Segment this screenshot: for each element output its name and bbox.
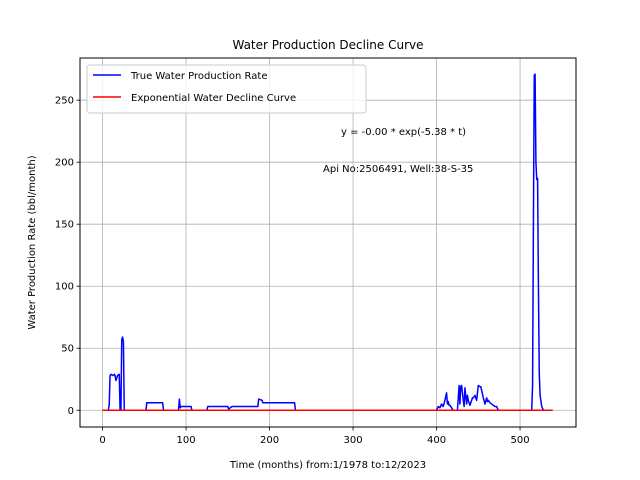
plot-frame: [79, 57, 577, 428]
x-axis: 0 100 200 300 400 500: [99, 427, 530, 446]
well-annotation: Api No:2506491, Well:38-S-35: [323, 164, 473, 175]
chart-title: Water Production Decline Curve: [232, 38, 423, 52]
x-tick-label: 200: [260, 435, 279, 446]
y-tick-label: 200: [55, 158, 74, 169]
y-tick-label: 250: [55, 96, 74, 107]
legend-label-true-rate: True Water Production Rate: [130, 71, 267, 82]
legend-box: [86, 64, 367, 114]
y-tick-label: 100: [55, 282, 74, 293]
x-tick-label: 0: [99, 435, 105, 446]
grid: [80, 58, 576, 427]
x-tick-label: 500: [511, 435, 530, 446]
legend-label-exponential-curve: Exponential Water Decline Curve: [131, 93, 296, 104]
x-axis-label: Time (months) from:1/1978 to:12/2023: [229, 460, 426, 471]
x-tick-label: 100: [177, 435, 196, 446]
x-tick-label: 400: [427, 435, 446, 446]
x-tick-label: 300: [344, 435, 363, 446]
y-tick-label: 50: [61, 344, 74, 355]
y-tick-label: 0: [68, 406, 74, 417]
y-axis-label: Water Production Rate (bbl/month): [27, 155, 38, 329]
equation-annotation: y = -0.00 * exp(-5.38 * t): [341, 127, 466, 138]
series-layer: [102, 73, 553, 412]
y-tick-label: 150: [55, 220, 74, 231]
y-axis: 0 50 100 150 200 250: [55, 96, 80, 417]
legend: True Water Production Rate Exponential W…: [86, 64, 367, 114]
